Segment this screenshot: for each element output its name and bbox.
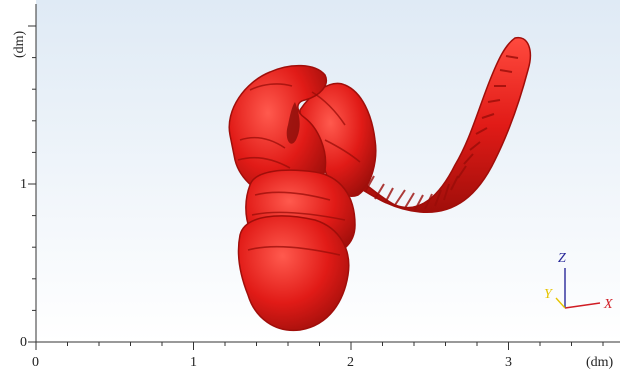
tube-rib [434, 189, 442, 207]
tube-rib [505, 55, 519, 59]
y-axis-tick-label: 1 [20, 177, 27, 192]
tube-rib [475, 127, 488, 135]
triad-y-label: Y [544, 287, 554, 302]
tube-rib [384, 187, 394, 204]
y-axis: 0 1 (dm) [12, 4, 37, 350]
tube-rib [424, 193, 433, 210]
tube-rib [457, 165, 467, 179]
triad-x-label: X [603, 297, 613, 312]
x-axis: 0 1 2 3 (dm) [32, 341, 620, 370]
x-axis-unit-label: (dm) [586, 355, 614, 370]
y-axis-tick-label: 0 [20, 335, 27, 350]
x-axis-arrow [564, 302, 601, 309]
model-lower-bulb [237, 215, 350, 332]
tube-ribs [364, 55, 519, 211]
x-axis-tick-label: 1 [190, 355, 197, 370]
tube-rib [364, 175, 375, 193]
tube-rib [481, 113, 495, 119]
triad-z-label: Z [558, 251, 566, 266]
tube-rib [394, 189, 406, 206]
red-3d-model[interactable] [228, 36, 532, 332]
tube-rib [374, 183, 385, 200]
tube-rib [404, 192, 415, 209]
model-surface-folds [237, 83, 361, 256]
tube-rib [469, 141, 481, 151]
tube-rib [414, 194, 424, 211]
model-notch-shadow [286, 102, 300, 144]
x-axis-tick-label: 3 [505, 355, 512, 370]
tube-rib [443, 183, 450, 201]
tube-rib [499, 69, 513, 73]
x-axis-tick-label: 2 [347, 355, 354, 370]
y-axis-arrow [555, 297, 566, 309]
orientation-triad: X Z Y [544, 251, 613, 312]
tube-rib [463, 153, 474, 165]
x-axis-tick-label: 0 [32, 355, 39, 370]
tube-rib [450, 175, 459, 191]
tube-rib [487, 99, 501, 103]
y-axis-unit-label: (dm) [12, 30, 27, 58]
